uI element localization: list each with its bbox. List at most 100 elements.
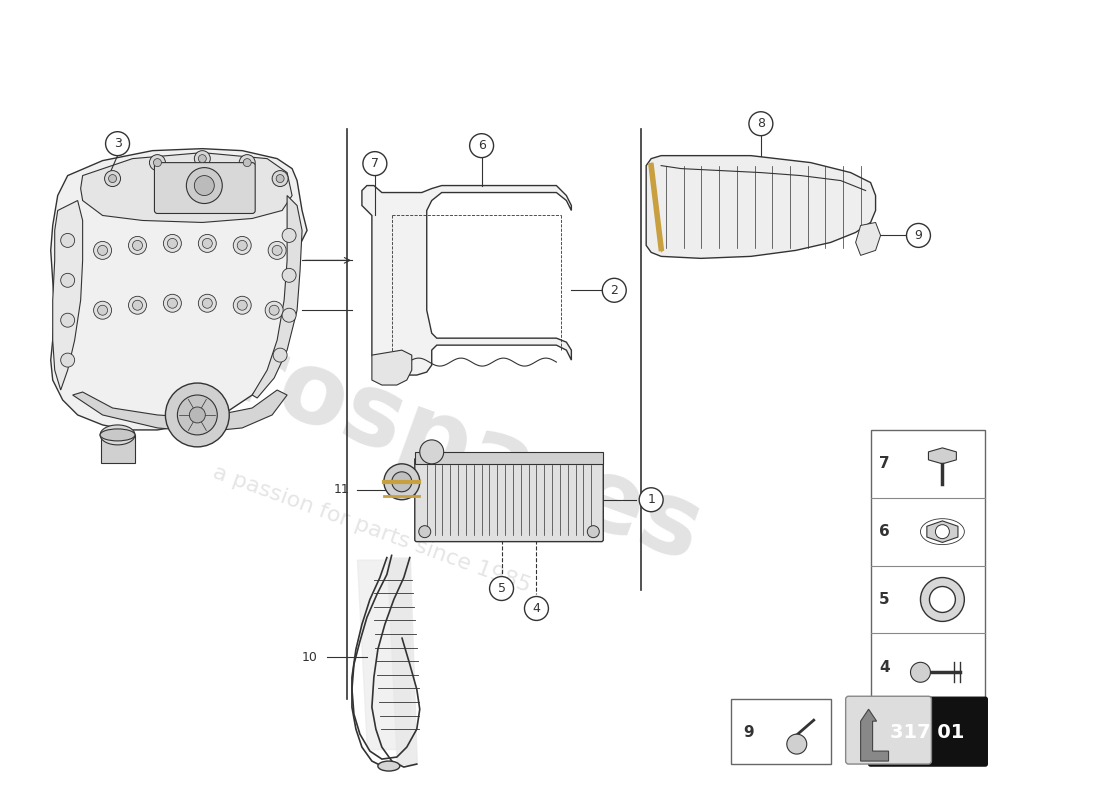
Circle shape	[198, 154, 207, 162]
Bar	[732, 699, 830, 764]
Text: 7: 7	[879, 456, 890, 471]
Text: 4: 4	[879, 660, 890, 675]
Circle shape	[98, 246, 108, 255]
Circle shape	[167, 298, 177, 308]
Circle shape	[153, 158, 162, 166]
Circle shape	[164, 234, 182, 252]
Ellipse shape	[100, 425, 135, 445]
Circle shape	[186, 168, 222, 203]
FancyBboxPatch shape	[846, 696, 932, 764]
Circle shape	[233, 237, 251, 254]
Text: eurospares: eurospares	[88, 276, 715, 583]
Circle shape	[265, 302, 283, 319]
Circle shape	[243, 158, 251, 166]
Text: 3: 3	[113, 137, 121, 150]
Polygon shape	[372, 350, 411, 385]
Polygon shape	[927, 521, 958, 542]
Circle shape	[270, 306, 279, 315]
Circle shape	[238, 241, 248, 250]
Circle shape	[906, 223, 931, 247]
Circle shape	[60, 234, 75, 247]
Circle shape	[129, 296, 146, 314]
Circle shape	[272, 170, 288, 186]
Circle shape	[132, 241, 143, 250]
Circle shape	[392, 472, 411, 492]
Circle shape	[60, 353, 75, 367]
Text: 9: 9	[914, 229, 923, 242]
Circle shape	[363, 152, 387, 175]
Circle shape	[603, 278, 626, 302]
Text: 7: 7	[371, 157, 378, 170]
Circle shape	[165, 383, 229, 447]
Text: 11: 11	[334, 483, 350, 496]
Circle shape	[233, 296, 251, 314]
Polygon shape	[80, 153, 293, 222]
Text: 5: 5	[879, 592, 890, 607]
Circle shape	[150, 154, 165, 170]
Circle shape	[167, 238, 177, 248]
Circle shape	[911, 662, 931, 682]
Circle shape	[202, 298, 212, 308]
Text: 2: 2	[610, 284, 618, 297]
Circle shape	[420, 440, 443, 464]
Circle shape	[272, 246, 282, 255]
Circle shape	[930, 586, 956, 613]
Circle shape	[60, 314, 75, 327]
Circle shape	[164, 294, 182, 312]
Circle shape	[470, 134, 494, 158]
Bar	[870, 430, 986, 702]
Bar	[100, 435, 135, 463]
Text: 5: 5	[497, 582, 506, 595]
Circle shape	[195, 175, 214, 195]
Text: 6: 6	[879, 524, 890, 539]
Text: 8: 8	[757, 118, 764, 130]
Circle shape	[198, 294, 217, 312]
Circle shape	[238, 300, 248, 310]
Circle shape	[276, 174, 284, 182]
Polygon shape	[51, 149, 307, 430]
Circle shape	[104, 170, 121, 186]
Polygon shape	[860, 709, 889, 761]
Circle shape	[639, 488, 663, 512]
Circle shape	[195, 150, 210, 166]
Circle shape	[177, 395, 218, 435]
Circle shape	[525, 597, 549, 621]
Circle shape	[935, 525, 949, 538]
Ellipse shape	[378, 761, 399, 771]
Text: 10: 10	[302, 651, 318, 664]
Text: 9: 9	[744, 725, 755, 740]
Circle shape	[202, 238, 212, 248]
Circle shape	[921, 578, 965, 622]
Text: a passion for parts since 1985: a passion for parts since 1985	[210, 462, 534, 597]
Circle shape	[282, 268, 296, 282]
Circle shape	[94, 302, 111, 319]
FancyBboxPatch shape	[869, 698, 988, 766]
Polygon shape	[362, 186, 571, 375]
FancyBboxPatch shape	[415, 458, 603, 542]
Circle shape	[282, 308, 296, 322]
Polygon shape	[73, 390, 287, 432]
Circle shape	[419, 526, 431, 538]
Circle shape	[189, 407, 206, 423]
Circle shape	[94, 242, 111, 259]
Circle shape	[268, 242, 286, 259]
Circle shape	[282, 229, 296, 242]
FancyBboxPatch shape	[154, 162, 255, 214]
Circle shape	[786, 734, 806, 754]
Circle shape	[749, 112, 773, 136]
Polygon shape	[252, 195, 302, 398]
Circle shape	[98, 306, 108, 315]
Circle shape	[60, 274, 75, 287]
Polygon shape	[928, 448, 956, 464]
Circle shape	[109, 174, 117, 182]
Circle shape	[132, 300, 143, 310]
Circle shape	[106, 132, 130, 156]
Text: 1: 1	[647, 494, 656, 506]
Text: 6: 6	[477, 139, 485, 152]
Polygon shape	[856, 222, 881, 255]
Circle shape	[490, 577, 514, 601]
Text: 4: 4	[532, 602, 540, 615]
Bar	[415, 452, 603, 464]
Text: 317 01: 317 01	[890, 722, 965, 742]
Circle shape	[129, 237, 146, 254]
